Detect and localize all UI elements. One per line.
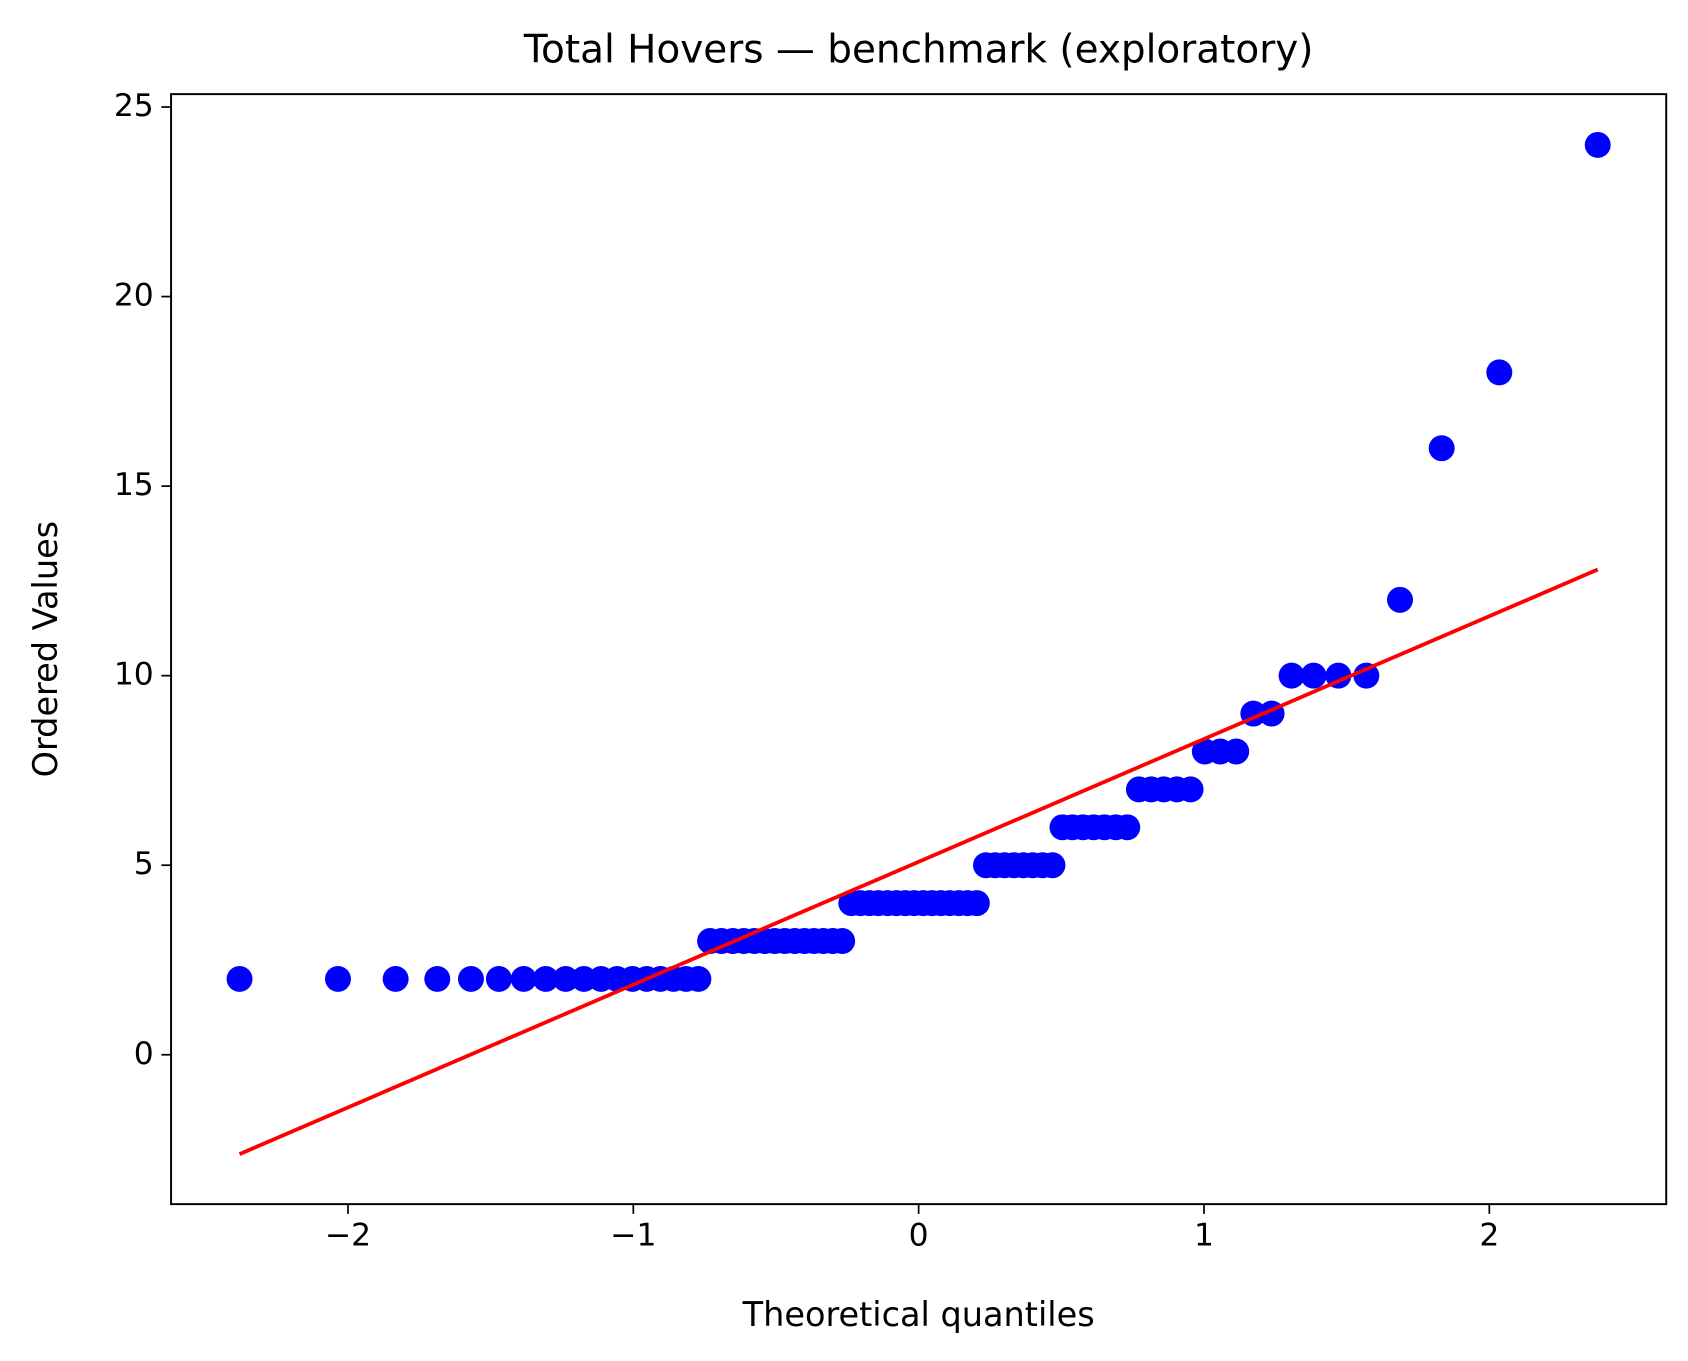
y-tick-label: 25 [114, 88, 154, 124]
data-point [1300, 662, 1327, 689]
y-axis-label: Ordered Values [26, 521, 65, 778]
y-tick-label: 0 [134, 1036, 154, 1072]
data-point [1428, 435, 1455, 462]
data-point [226, 965, 253, 992]
data-point [1387, 586, 1413, 613]
data-point [1278, 662, 1305, 689]
data-point [1223, 738, 1250, 765]
data-point [552, 965, 579, 992]
fit-line [238, 567, 1599, 1156]
data-point [1353, 662, 1380, 689]
data-point [382, 965, 409, 992]
x-tick-label: 1 [1194, 1218, 1214, 1254]
data-point [1039, 852, 1066, 879]
data-point [1177, 776, 1204, 803]
plot-frame [170, 93, 1668, 1206]
y-tick-label: 5 [134, 846, 154, 882]
x-tick-label: 2 [1479, 1218, 1499, 1254]
data-point [1486, 359, 1513, 386]
data-point [510, 965, 537, 992]
data-point [1584, 131, 1611, 158]
y-tick-label: 15 [114, 467, 154, 503]
chart-title: Total Hovers — benchmark (exploratory) [523, 27, 1314, 72]
x-axis-label: Theoretical quantiles [742, 1295, 1095, 1334]
data-point [963, 890, 990, 917]
y-tick-label: 10 [114, 657, 154, 693]
data-point [325, 965, 351, 992]
data-point [685, 965, 712, 992]
data-point [457, 965, 484, 992]
x-tick-label: −2 [325, 1218, 371, 1254]
data-point [829, 928, 856, 955]
data-point [532, 965, 559, 992]
data-point [1114, 814, 1141, 841]
data-point [424, 965, 451, 992]
data-point [485, 965, 512, 992]
x-tick-label: 0 [909, 1218, 929, 1254]
y-tick-label: 20 [114, 278, 154, 314]
x-tick-label: −1 [610, 1218, 656, 1254]
